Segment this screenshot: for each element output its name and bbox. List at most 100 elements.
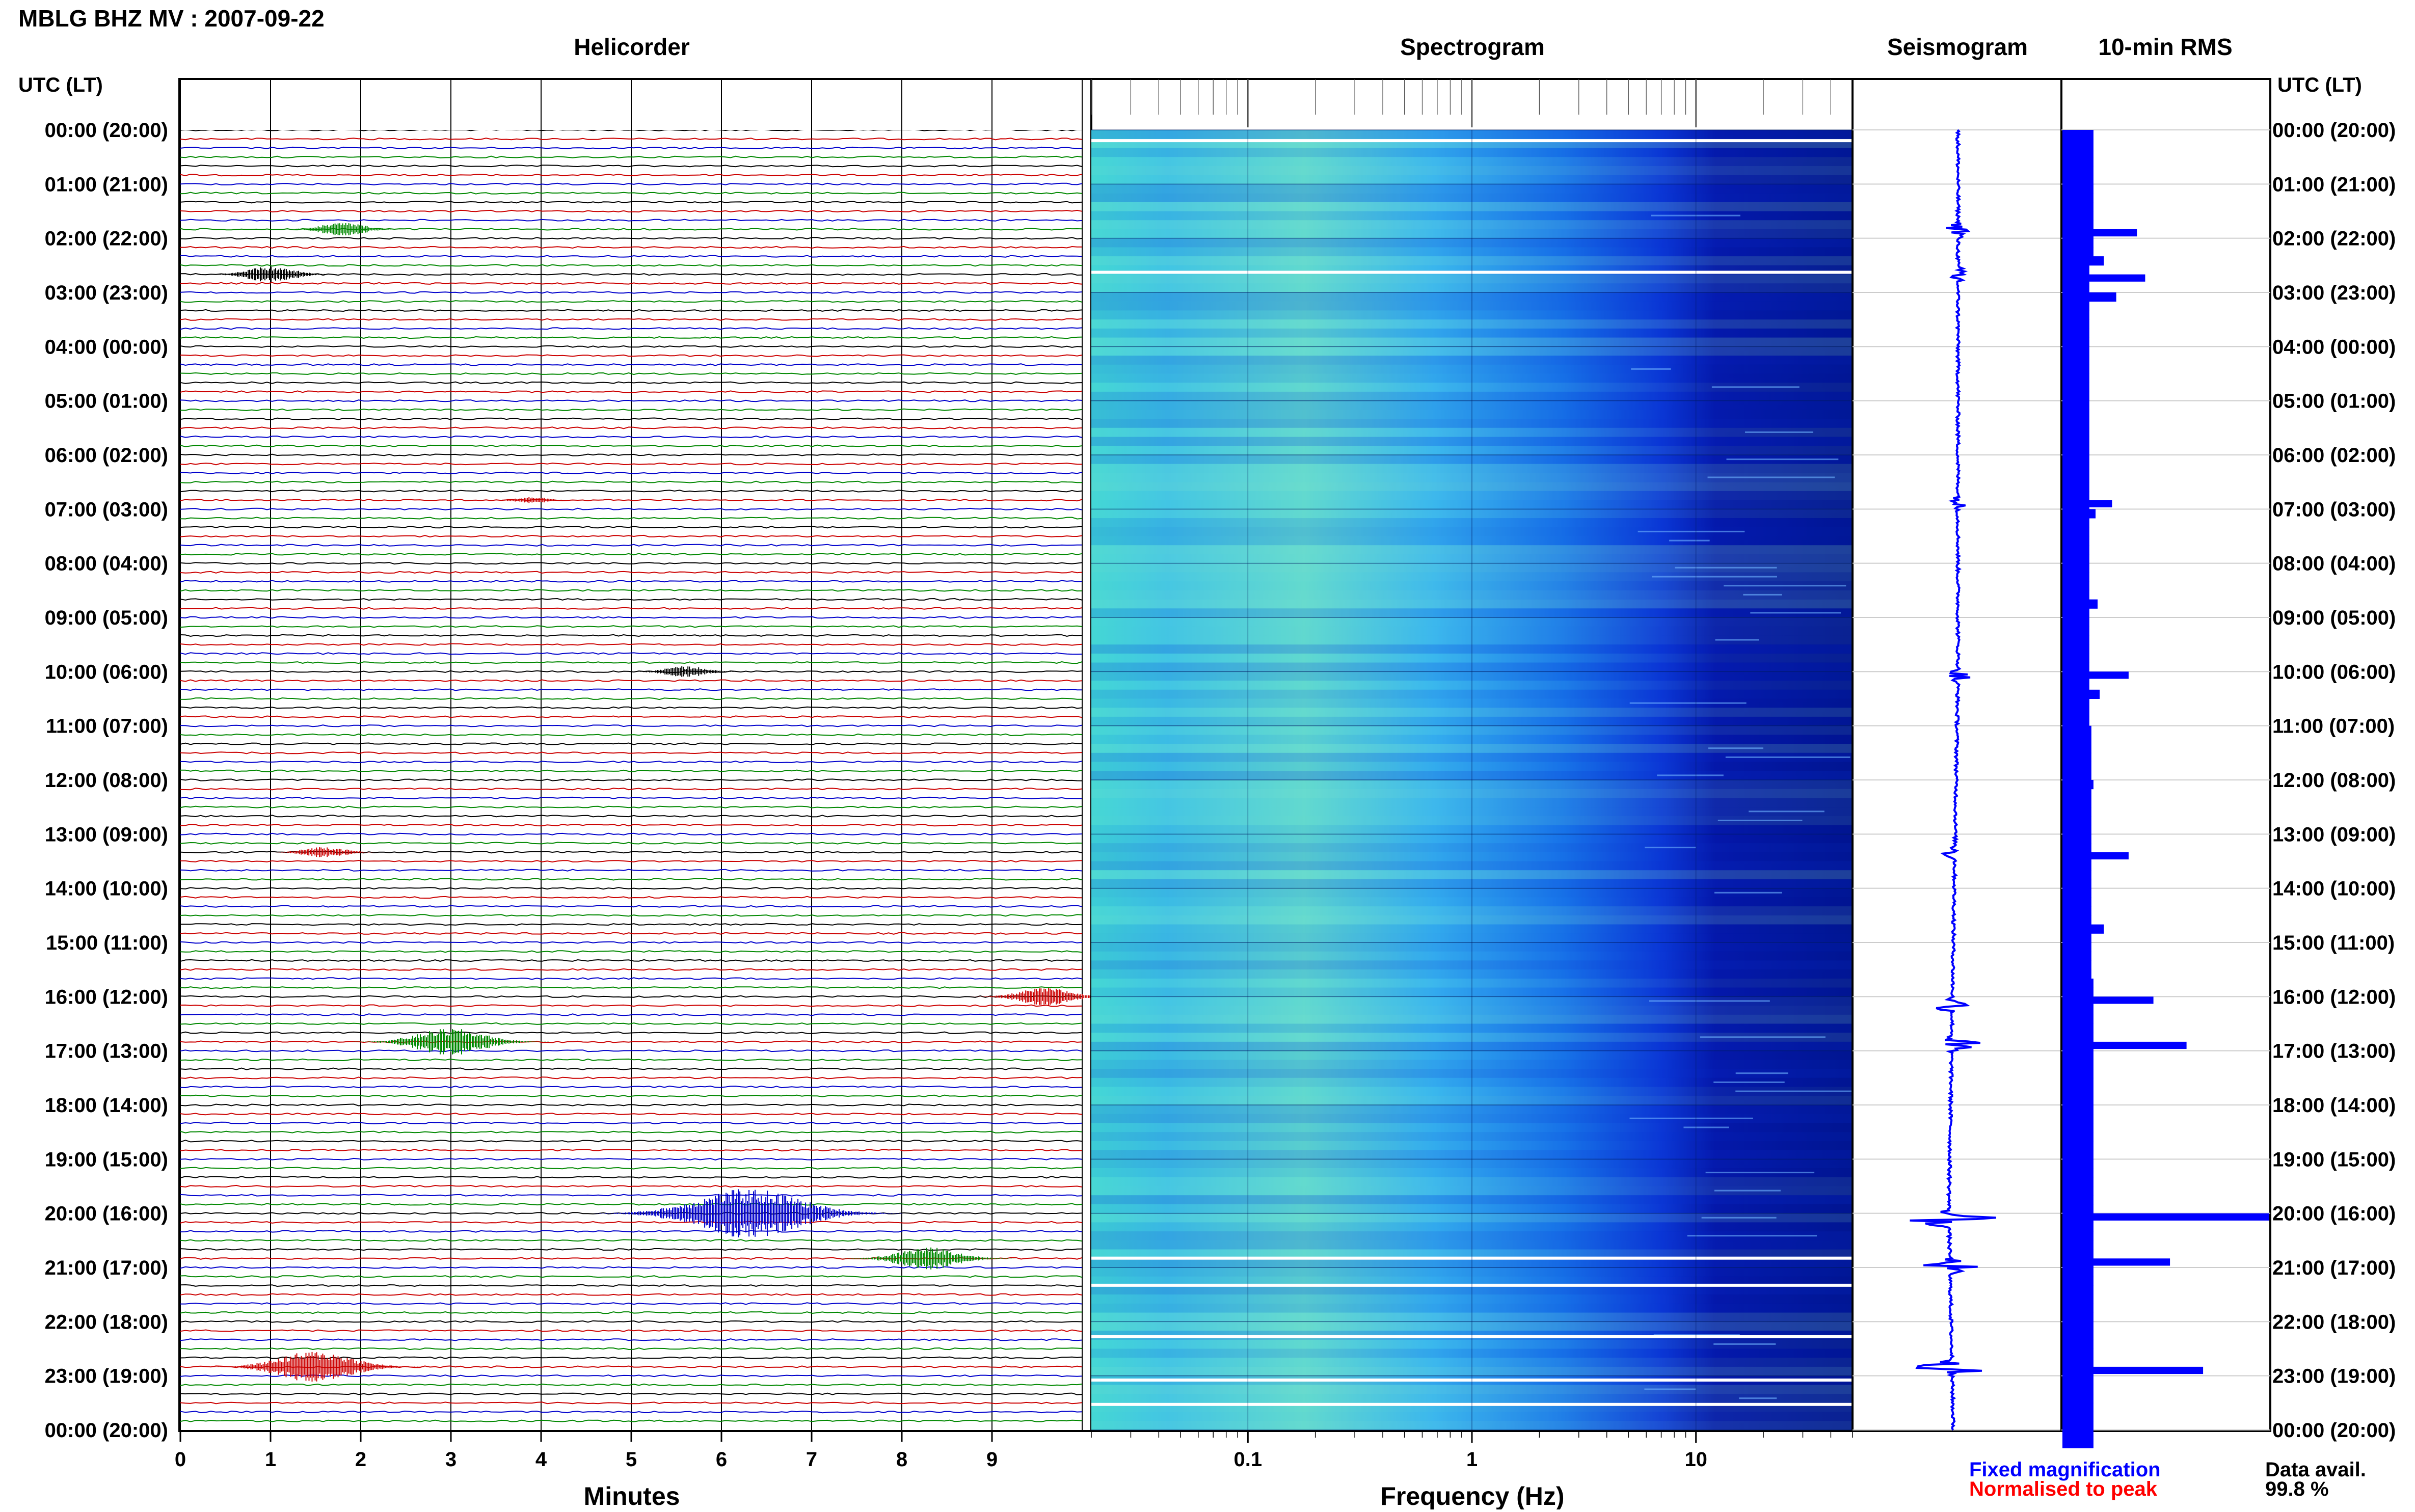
rms-bar bbox=[2062, 1105, 2094, 1115]
minute-tick-label: 0 bbox=[175, 1448, 186, 1471]
helicorder-trace bbox=[180, 562, 1083, 565]
helicorder-event bbox=[206, 1352, 424, 1382]
time-label: 12:00 (08:00) bbox=[2272, 769, 2396, 792]
data-avail-value: 99.8 % bbox=[2265, 1478, 2329, 1500]
frequency-tick-labels: 0.1 1 10 bbox=[1233, 1448, 1707, 1471]
helicorder-trace bbox=[180, 1067, 1083, 1070]
rms-bar bbox=[2062, 644, 2089, 654]
rms-bar bbox=[2062, 1366, 2204, 1374]
rms-bar bbox=[2062, 960, 2091, 970]
rms-bar bbox=[2062, 1394, 2094, 1403]
rms-bar bbox=[2062, 798, 2091, 807]
helicorder-trace bbox=[180, 1167, 1083, 1170]
rms-bar bbox=[2062, 1014, 2094, 1024]
rms-bars bbox=[2062, 130, 2269, 1448]
rms-bar bbox=[2062, 139, 2094, 148]
helicorder-trace bbox=[180, 255, 1083, 258]
helicorder-events bbox=[200, 223, 1090, 1382]
helicorder-trace bbox=[180, 1094, 1083, 1097]
rms-bar bbox=[2062, 1114, 2094, 1123]
spectrogram-streak bbox=[1745, 431, 1813, 433]
time-label: 14:00 (10:00) bbox=[45, 878, 168, 900]
spectrogram-streak bbox=[1735, 1090, 1868, 1092]
helicorder-traces bbox=[180, 130, 1083, 1422]
spectrogram-streak bbox=[1739, 1397, 1777, 1399]
rms-bar bbox=[2062, 1249, 2094, 1259]
helicorder-trace bbox=[180, 1121, 1083, 1125]
rms-bar bbox=[2062, 789, 2091, 798]
time-label: 03:00 (23:00) bbox=[2272, 282, 2396, 304]
helicorder-trace bbox=[180, 300, 1083, 303]
time-label: 00:00 (20:00) bbox=[45, 119, 168, 142]
helicorder-trace bbox=[180, 146, 1083, 150]
helicorder-event bbox=[626, 666, 744, 677]
helicorder-trace bbox=[180, 859, 1083, 863]
helicorder-trace bbox=[180, 1103, 1083, 1106]
helicorder-panel bbox=[178, 78, 1092, 1432]
spectrogram-streak bbox=[1749, 811, 1824, 813]
helicorder-trace bbox=[180, 724, 1083, 727]
helicorder-trace bbox=[180, 950, 1083, 953]
spectrogram-streak bbox=[1708, 747, 1763, 749]
rms-bar bbox=[2062, 1312, 2094, 1322]
helicorder-trace bbox=[180, 471, 1083, 475]
rms-bar bbox=[2062, 202, 2094, 211]
time-label: 07:00 (03:00) bbox=[2272, 498, 2396, 521]
time-label: 22:00 (18:00) bbox=[45, 1311, 168, 1333]
time-labels-right: 00:00 (20:00) 01:00 (21:00) 02:00 (22:00) 0… bbox=[2272, 119, 2396, 1442]
time-label: 23:00 (19:00) bbox=[2272, 1365, 2396, 1388]
spectrogram-streak bbox=[1669, 539, 1710, 542]
rms-bar bbox=[2062, 527, 2089, 536]
spectrogram-streak bbox=[1675, 566, 1777, 569]
helicorder-trace bbox=[180, 1113, 1083, 1116]
time-label: 00:00 (20:00) bbox=[2272, 1419, 2396, 1442]
helicorder-trace bbox=[180, 507, 1083, 510]
time-label: 15:00 (11:00) bbox=[46, 932, 168, 954]
rms-bar bbox=[2062, 1240, 2094, 1250]
helicorder-trace bbox=[180, 851, 1083, 854]
spectrogram-streak bbox=[1638, 530, 1745, 532]
spectrogram-streak bbox=[1631, 368, 1671, 370]
rms-bar bbox=[2062, 356, 2089, 365]
helicorder-trace bbox=[180, 815, 1083, 818]
rms-bar bbox=[2062, 1186, 2094, 1196]
spectrogram-streak bbox=[1715, 639, 1759, 641]
legend-normalised-to-peak: Normalised to peak bbox=[1969, 1478, 2158, 1500]
rms-bar bbox=[2062, 1132, 2094, 1142]
helicorder-event bbox=[265, 847, 383, 857]
rms-bar bbox=[2062, 780, 2094, 790]
rms-bar bbox=[2062, 608, 2089, 618]
rms-bar bbox=[2062, 708, 2089, 717]
spectrogram-streak bbox=[1705, 1172, 1815, 1174]
rms-bar bbox=[2062, 1177, 2094, 1186]
helicorder-trace bbox=[180, 130, 1082, 131]
rms-bar bbox=[2062, 1213, 2269, 1221]
helicorder-trace bbox=[180, 697, 1083, 700]
helicorder-trace bbox=[180, 363, 1083, 366]
helicorder-trace bbox=[180, 1419, 1083, 1422]
spectrogram-title: Spectrogram bbox=[1400, 34, 1545, 60]
rms-bar bbox=[2062, 1204, 2094, 1214]
rms-bar bbox=[2062, 193, 2094, 203]
helicorder-trace bbox=[180, 932, 1083, 935]
helicorder-event bbox=[842, 1247, 1016, 1270]
rms-bar bbox=[2062, 536, 2089, 546]
time-label: 00:00 (20:00) bbox=[2272, 119, 2396, 142]
rms-bar bbox=[2062, 184, 2094, 194]
helicorder-trace bbox=[180, 995, 1083, 998]
spectrogram-streak bbox=[1644, 1388, 1696, 1390]
helicorder-trace bbox=[180, 1058, 1083, 1062]
spectrogram-streak bbox=[1714, 892, 1782, 894]
minute-ticks: 0 1 2 3 4 5 6 7 8 9 bbox=[175, 1431, 998, 1471]
helicorder-trace bbox=[180, 165, 1083, 168]
helicorder-trace bbox=[180, 490, 1083, 493]
spectrogram-streak bbox=[1645, 847, 1696, 849]
time-labels-left: 00:00 (20:00) 01:00 (21:00) 02:00 (22:00) 0… bbox=[45, 119, 168, 1442]
spectrogram-streak bbox=[1750, 612, 1841, 614]
helicorder-trace bbox=[180, 435, 1083, 439]
rms-bar bbox=[2062, 1267, 2094, 1277]
helicorder-trace bbox=[180, 1284, 1083, 1287]
time-label: 04:00 (00:00) bbox=[45, 336, 168, 358]
rms-bar bbox=[2062, 1150, 2094, 1159]
time-label: 20:00 (16:00) bbox=[45, 1203, 168, 1225]
